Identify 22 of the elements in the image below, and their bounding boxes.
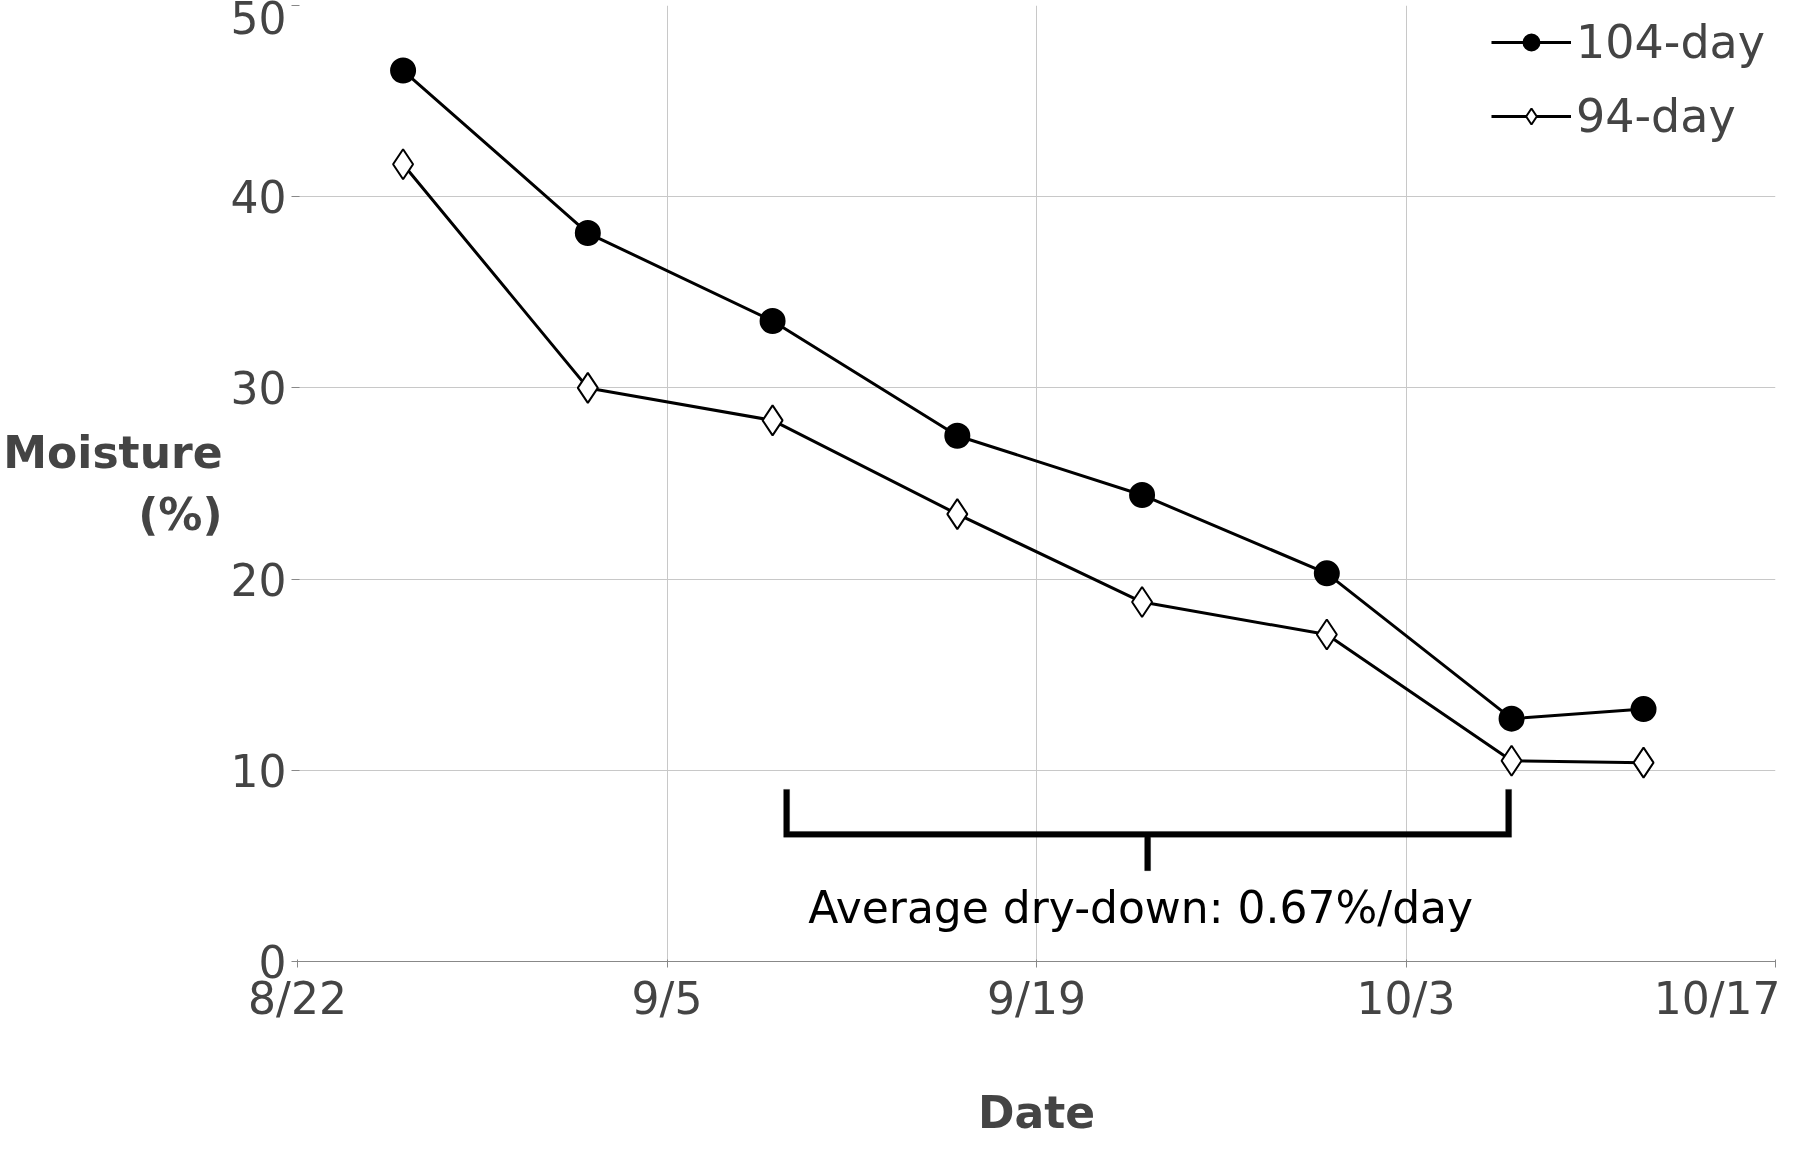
legend-label: 104-day bbox=[1575, 15, 1765, 69]
point bbox=[1313, 560, 1340, 587]
point bbox=[944, 422, 971, 449]
y-tick-label: 50 bbox=[230, 0, 287, 44]
point bbox=[759, 308, 786, 334]
point bbox=[390, 57, 417, 84]
x-tick-label: 9/5 bbox=[631, 972, 703, 1024]
x-tick-label: 10/3 bbox=[1356, 972, 1456, 1024]
point bbox=[1129, 482, 1156, 508]
y-axis-title: Moisture (%) bbox=[3, 427, 223, 540]
legend-label: 94-day bbox=[1575, 89, 1736, 143]
point bbox=[574, 220, 601, 246]
y-tick-label: 10 bbox=[230, 745, 287, 797]
point bbox=[1630, 696, 1657, 723]
x-tick-label: 9/19 bbox=[987, 972, 1086, 1024]
y-tick-label: 20 bbox=[230, 554, 287, 606]
x-axis-title: Date bbox=[977, 1086, 1096, 1138]
y-tick-label: 40 bbox=[230, 172, 287, 224]
y-tick-label: 30 bbox=[230, 363, 287, 415]
annotation: Average dry-down: 0.67%/day bbox=[808, 881, 1474, 933]
point bbox=[1498, 705, 1525, 732]
x-tick-label: 10/17 bbox=[1653, 972, 1781, 1024]
